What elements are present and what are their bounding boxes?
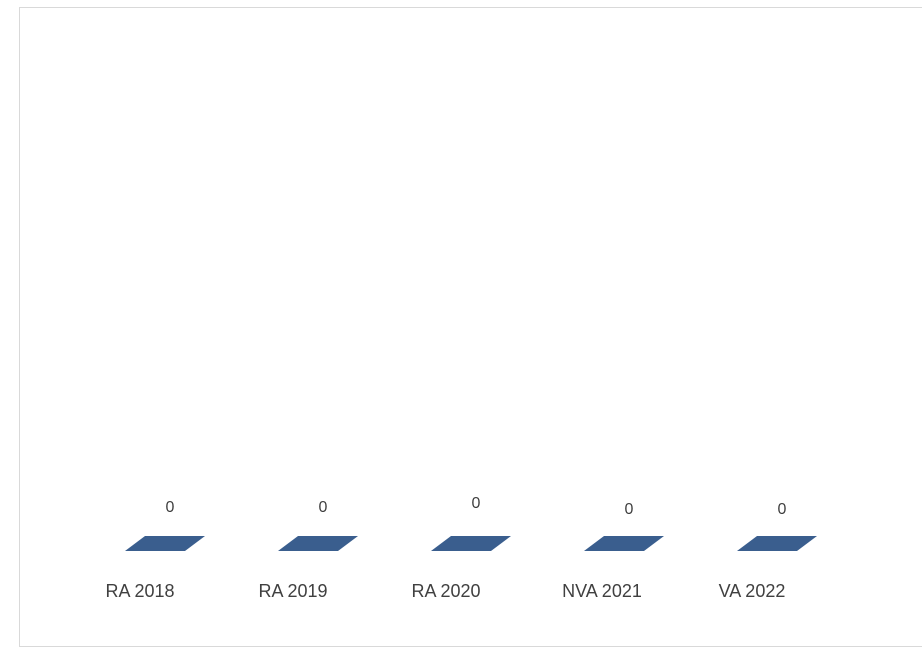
chart-svg: 0 0 0 0 0 RA 2018 RA 2019 RA 2020 NVA 2021 VA 20… — [0, 0, 922, 626]
category-label: RA 2019 — [258, 581, 327, 601]
data-label: 0 — [166, 499, 175, 516]
category-label: RA 2018 — [105, 581, 174, 601]
category-label: NVA 2021 — [562, 581, 642, 601]
data-label: 0 — [472, 495, 481, 512]
bar-ra-2018 — [125, 536, 205, 551]
category-label-group: RA 2018 RA 2019 RA 2020 NVA 2021 VA 2022 — [105, 581, 785, 601]
data-label: 0 — [319, 499, 328, 516]
data-label-group: 0 0 0 0 0 — [166, 495, 787, 518]
bar-va-2022 — [737, 536, 817, 551]
bar-ra-2020 — [431, 536, 511, 551]
bar-group — [125, 536, 817, 551]
data-label: 0 — [625, 501, 634, 518]
category-label: RA 2020 — [411, 581, 480, 601]
bar-nva-2021 — [584, 536, 664, 551]
bar-ra-2019 — [278, 536, 358, 551]
data-label: 0 — [778, 501, 787, 518]
category-label: VA 2022 — [719, 581, 786, 601]
